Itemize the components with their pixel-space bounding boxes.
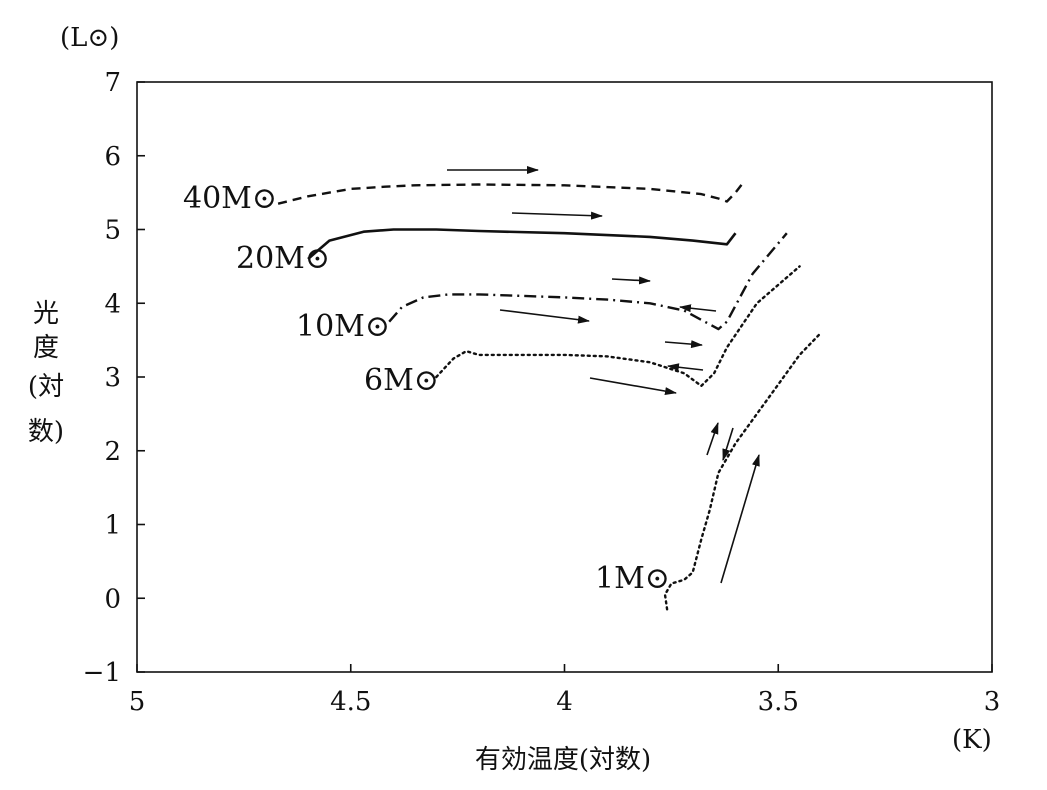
series-label-6: 6M⊙: [364, 363, 439, 398]
x-unit-label: (K): [952, 725, 992, 755]
x-tick-label: 4.5: [330, 687, 371, 717]
y-tick-label: 6: [104, 142, 121, 172]
arrow-1b: [706, 422, 719, 456]
arrow-10b: [679, 304, 717, 313]
arrow-1c: [722, 427, 734, 461]
y-title-char-4: 数): [28, 417, 64, 447]
y-tick-label: 7: [104, 68, 121, 98]
x-tick-label: 5: [129, 687, 146, 717]
x-tick-label: 3: [984, 687, 1001, 717]
series-label-40: 40M⊙: [183, 181, 277, 216]
arrow-20: [511, 211, 603, 220]
y-title-char-3: (対: [28, 372, 64, 402]
y-tick-label: 5: [104, 216, 121, 246]
arrow-6b: [667, 363, 704, 372]
y-tick-label: 0: [104, 584, 121, 614]
series-label-10: 10M⊙: [296, 309, 390, 344]
x-tick-label: 4: [556, 687, 573, 717]
series-line-1: [277, 180, 745, 205]
series-group: [277, 180, 823, 611]
plot-frame: [136, 81, 993, 673]
arrow-10c: [499, 309, 590, 324]
y-axis-title: 光 度 (対 数): [28, 299, 64, 447]
y-tick-label: 1: [104, 511, 121, 541]
y-title-char-2: 度: [33, 333, 59, 363]
y-tick-label: 4: [104, 289, 121, 319]
series-line-3: [388, 232, 788, 331]
y-title-char-1: 光: [33, 299, 59, 329]
axis-ticks: 5 4.5 4 3.5 3 −1 0 1 2 3 4 5 6 7: [83, 68, 1001, 717]
series-line-5: [663, 331, 823, 611]
x-tick-label: 3.5: [758, 687, 799, 717]
arrow-6c: [589, 377, 677, 396]
series-label-20: 20M⊙: [236, 241, 330, 276]
arrow-10a: [611, 276, 651, 285]
x-axis-title: 有効温度(対数): [475, 745, 651, 775]
y-tick-label: −1: [83, 658, 121, 688]
series-line-4: [435, 265, 801, 388]
arrow-6a: [664, 340, 703, 349]
y-unit-label: (L⊙): [60, 23, 119, 53]
y-tick-label: 2: [104, 437, 121, 467]
mass-labels: 40M⊙ 20M⊙ 10M⊙ 6M⊙ 1M⊙: [183, 181, 670, 596]
series-label-1: 1M⊙: [595, 561, 670, 596]
direction-arrows: [447, 166, 760, 584]
y-tick-label: 3: [104, 363, 121, 393]
arrow-1a: [720, 454, 760, 584]
series-line-2: [307, 228, 737, 260]
